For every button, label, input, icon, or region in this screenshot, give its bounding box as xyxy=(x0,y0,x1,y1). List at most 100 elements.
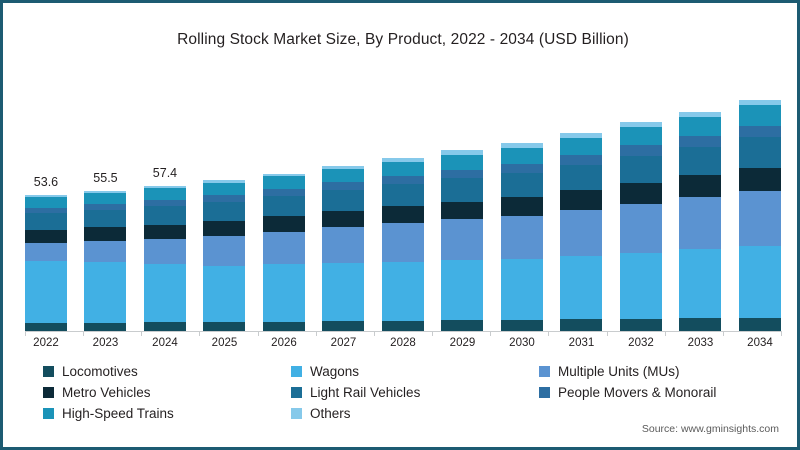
bar-column-2024[interactable]: 57.4 xyxy=(143,78,186,331)
bar-segment[interactable] xyxy=(84,227,127,241)
bar-segment[interactable] xyxy=(143,238,186,265)
bar-segment[interactable] xyxy=(679,111,722,117)
bar-stack[interactable] xyxy=(24,195,67,331)
bar-column-2025[interactable] xyxy=(203,78,246,331)
bar-segment[interactable] xyxy=(203,265,246,323)
bar-column-2033[interactable] xyxy=(679,78,722,331)
bar-segment[interactable] xyxy=(322,166,365,169)
bar-stack[interactable] xyxy=(560,132,603,331)
bar-segment[interactable] xyxy=(560,132,603,139)
bar-segment[interactable] xyxy=(619,203,662,253)
legend-item-high-speed-trains[interactable]: High-Speed Trains xyxy=(43,406,291,421)
bar-segment[interactable] xyxy=(560,164,603,191)
bar-segment[interactable] xyxy=(322,263,365,322)
bar-segment[interactable] xyxy=(441,178,484,202)
bar-segment[interactable] xyxy=(738,99,781,106)
bar-segment[interactable] xyxy=(322,189,365,212)
legend-item-metro-vehicles[interactable]: Metro Vehicles xyxy=(43,385,291,400)
bar-segment[interactable] xyxy=(679,116,722,136)
bar-segment[interactable] xyxy=(738,317,781,331)
bar-segment[interactable] xyxy=(24,229,67,243)
bar-segment[interactable] xyxy=(560,138,603,155)
bar-column-2027[interactable] xyxy=(322,78,365,331)
bar-stack[interactable] xyxy=(500,142,543,331)
bar-segment[interactable] xyxy=(381,206,424,224)
bar-segment[interactable] xyxy=(143,264,186,323)
bar-segment[interactable] xyxy=(500,319,543,331)
bar-segment[interactable] xyxy=(262,216,305,232)
bar-segment[interactable] xyxy=(619,252,662,319)
legend-item-light-rail-vehicles[interactable]: Light Rail Vehicles xyxy=(291,385,539,400)
bar-segment[interactable] xyxy=(24,207,67,214)
bar-column-2026[interactable] xyxy=(262,78,305,331)
bar-segment[interactable] xyxy=(619,155,662,184)
bar-segment[interactable] xyxy=(500,142,543,148)
bar-column-2032[interactable] xyxy=(619,78,662,331)
bar-segment[interactable] xyxy=(679,135,722,147)
bar-segment[interactable] xyxy=(381,175,424,185)
bar-segment[interactable] xyxy=(679,197,722,250)
bar-segment[interactable] xyxy=(84,190,127,193)
bar-segment[interactable] xyxy=(203,221,246,236)
bar-segment[interactable] xyxy=(24,197,67,208)
bar-segment[interactable] xyxy=(560,209,603,256)
bar-stack[interactable] xyxy=(322,166,365,331)
bar-segment[interactable] xyxy=(84,262,127,323)
bar-segment[interactable] xyxy=(262,264,305,322)
bar-segment[interactable] xyxy=(560,255,603,320)
bar-segment[interactable] xyxy=(143,322,186,331)
bar-segment[interactable] xyxy=(262,188,305,196)
bar-stack[interactable] xyxy=(679,111,722,331)
legend-item-multiple-units-mus[interactable]: Multiple Units (MUs) xyxy=(539,364,773,379)
legend-item-people-movers-monorail[interactable]: People Movers & Monorail xyxy=(539,385,773,400)
bar-segment[interactable] xyxy=(24,195,67,198)
bar-stack[interactable] xyxy=(381,158,424,331)
bar-column-2023[interactable]: 55.5 xyxy=(84,78,127,331)
bar-segment[interactable] xyxy=(262,195,305,217)
bar-segment[interactable] xyxy=(203,183,246,196)
legend-item-others[interactable]: Others xyxy=(291,406,539,421)
bar-segment[interactable] xyxy=(203,235,246,266)
bar-segment[interactable] xyxy=(441,260,484,321)
bar-segment[interactable] xyxy=(738,125,781,138)
bar-segment[interactable] xyxy=(24,322,67,331)
bar-column-2028[interactable] xyxy=(381,78,424,331)
bar-column-2030[interactable] xyxy=(500,78,543,331)
bar-segment[interactable] xyxy=(143,206,186,225)
bar-segment[interactable] xyxy=(738,246,781,318)
bar-segment[interactable] xyxy=(24,213,67,230)
bar-segment[interactable] xyxy=(262,321,305,331)
bar-segment[interactable] xyxy=(441,169,484,179)
bar-segment[interactable] xyxy=(203,322,246,331)
bar-column-2029[interactable] xyxy=(441,78,484,331)
bar-stack[interactable] xyxy=(441,150,484,331)
bar-stack[interactable] xyxy=(262,173,305,331)
bar-segment[interactable] xyxy=(560,154,603,165)
bar-segment[interactable] xyxy=(619,318,662,331)
bar-segment[interactable] xyxy=(381,158,424,162)
legend-item-locomotives[interactable]: Locomotives xyxy=(43,364,291,379)
bar-segment[interactable] xyxy=(560,319,603,331)
bar-segment[interactable] xyxy=(322,227,365,264)
bar-stack[interactable] xyxy=(203,180,246,331)
bar-segment[interactable] xyxy=(441,320,484,331)
bar-segment[interactable] xyxy=(143,224,186,239)
bar-segment[interactable] xyxy=(738,137,781,168)
bar-segment[interactable] xyxy=(679,318,722,331)
bar-segment[interactable] xyxy=(381,223,424,262)
bar-segment[interactable] xyxy=(143,188,186,200)
bar-segment[interactable] xyxy=(441,150,484,155)
bar-segment[interactable] xyxy=(262,173,305,176)
bar-segment[interactable] xyxy=(738,167,781,192)
bar-stack[interactable] xyxy=(143,185,186,331)
legend-item-wagons[interactable]: Wagons xyxy=(291,364,539,379)
bar-segment[interactable] xyxy=(500,172,543,198)
bar-column-2034[interactable] xyxy=(738,78,781,331)
bar-segment[interactable] xyxy=(143,200,186,207)
bar-segment[interactable] xyxy=(24,260,67,323)
bar-segment[interactable] xyxy=(619,183,662,204)
bar-segment[interactable] xyxy=(84,192,127,204)
bar-segment[interactable] xyxy=(203,195,246,203)
bar-column-2022[interactable]: 53.6 xyxy=(24,78,67,331)
bar-segment[interactable] xyxy=(322,211,365,228)
